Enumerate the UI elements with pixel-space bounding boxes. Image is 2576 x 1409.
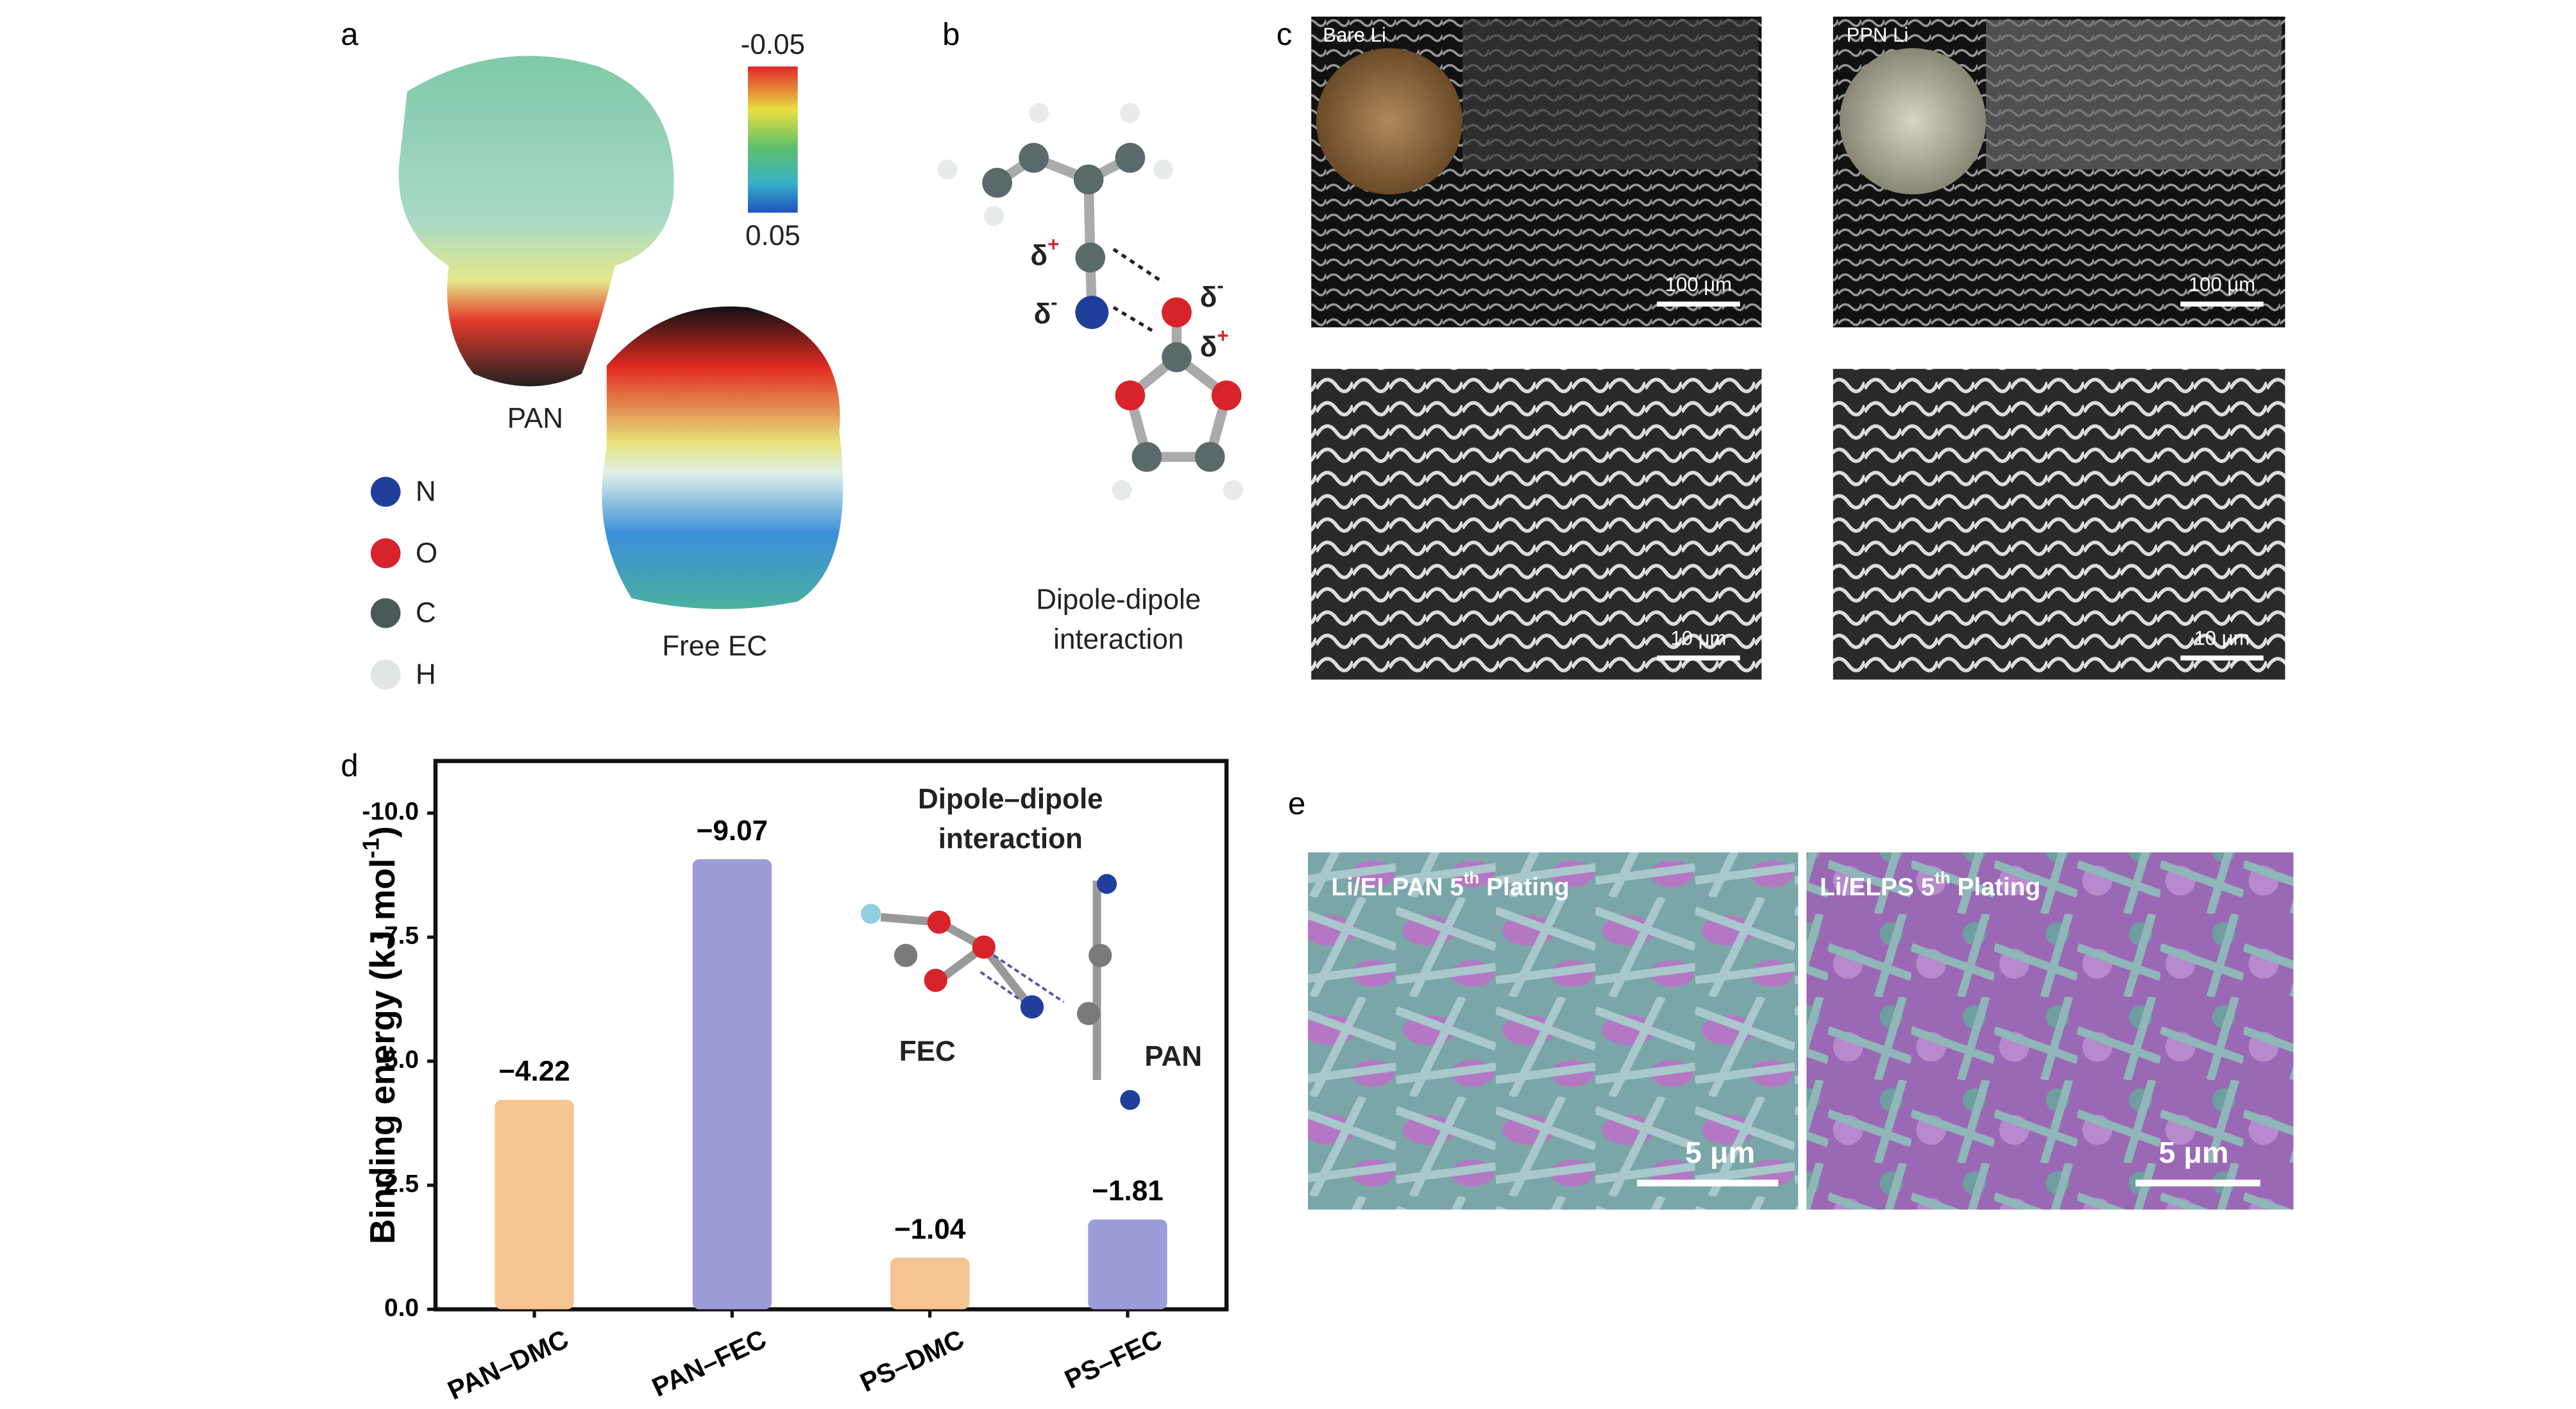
sem-region bbox=[1462, 20, 1759, 170]
image-label-text: Li/ELPS 5 bbox=[1820, 873, 1935, 901]
charge: δ- bbox=[1034, 291, 1058, 330]
charge-symbol: δ bbox=[1200, 332, 1217, 363]
panel-letter: d bbox=[341, 748, 358, 783]
x-tick-label: PS–DMC bbox=[856, 1324, 969, 1398]
scale-label: 5 μm bbox=[2159, 1136, 2229, 1169]
photo-inset bbox=[1316, 48, 1463, 195]
image-label-sup: th bbox=[1464, 869, 1479, 887]
inset-molecule bbox=[861, 873, 1140, 1110]
colorbar bbox=[747, 66, 798, 213]
sem-region bbox=[1986, 20, 2282, 170]
sem-image bbox=[1308, 852, 1799, 1210]
y-tick-label: 0.0 bbox=[384, 1294, 419, 1322]
photo-inset bbox=[1840, 48, 1987, 195]
legend-atom bbox=[370, 659, 401, 690]
molecule-label: PAN bbox=[507, 403, 563, 434]
y-axis-title: Binding energy (kJ mol-1) bbox=[357, 826, 403, 1244]
y-axis-title-text: Binding energy (kJ mol bbox=[364, 859, 403, 1244]
molecule bbox=[994, 153, 1232, 462]
y-tick-label: -2.5 bbox=[376, 1170, 419, 1197]
scale-label: 100 μm bbox=[2189, 273, 2255, 296]
caption: Dipole-dipole bbox=[1036, 584, 1201, 616]
y-tick-label: -5.0 bbox=[376, 1046, 419, 1074]
legend-label: N bbox=[416, 476, 436, 507]
panel-letter: c bbox=[1276, 17, 1292, 52]
y-axis-title-text: ) bbox=[364, 826, 403, 838]
image-label: PPN Li bbox=[1847, 24, 1909, 46]
bar bbox=[1088, 1219, 1167, 1310]
value-label: −4.22 bbox=[498, 1056, 570, 1087]
value-label: −1.04 bbox=[894, 1213, 966, 1245]
image-label: Bare Li bbox=[1323, 24, 1385, 46]
x-tick-label: PS–FEC bbox=[1060, 1324, 1166, 1395]
charge-sign: + bbox=[1217, 325, 1228, 347]
bar bbox=[495, 1100, 574, 1310]
image-label: Li/ELPS 5th Plating bbox=[1820, 869, 2040, 901]
panel-letter: a bbox=[341, 17, 359, 52]
y-tick-label: -10.0 bbox=[362, 798, 419, 825]
charge-symbol: δ bbox=[1200, 282, 1217, 313]
legend-atom bbox=[370, 598, 401, 629]
inset-label: PAN bbox=[1144, 1041, 1202, 1072]
molecule-label: Free EC bbox=[662, 630, 767, 662]
y-tick-label: -7.5 bbox=[376, 922, 419, 950]
inset-label: FEC bbox=[899, 1036, 956, 1067]
caption: interaction bbox=[1053, 624, 1183, 655]
sem-image bbox=[1833, 369, 2285, 680]
legend-atom bbox=[370, 538, 401, 569]
charge: δ+ bbox=[1200, 325, 1229, 363]
charge: δ- bbox=[1200, 274, 1224, 313]
plot-frame bbox=[433, 759, 1229, 1312]
charge-symbol: δ bbox=[1030, 240, 1047, 271]
atoms bbox=[937, 103, 1244, 500]
value-label: −9.07 bbox=[697, 815, 768, 847]
image-label: Li/ELPAN 5th Plating bbox=[1331, 869, 1569, 901]
inset-title: Dipole–dipole bbox=[918, 783, 1103, 814]
bar bbox=[692, 859, 772, 1310]
image-label-text: Plating bbox=[1951, 873, 2040, 901]
panel-letter: e bbox=[1288, 786, 1305, 822]
colorbar-label: -0.05 bbox=[741, 29, 805, 60]
esp-surface bbox=[602, 306, 843, 609]
scale-bar bbox=[1657, 301, 2264, 661]
scale-label: 100 μm bbox=[1665, 273, 1732, 296]
x-tick-label: PAN–DMC bbox=[443, 1324, 573, 1406]
value-label: −1.81 bbox=[1092, 1176, 1163, 1207]
y-axis-title-sup: -1 bbox=[357, 838, 384, 858]
scale-label: 10 μm bbox=[1670, 627, 1726, 650]
image-label-text: Li/ELPAN 5 bbox=[1331, 873, 1464, 901]
image-label-text: Plating bbox=[1479, 873, 1569, 901]
legend-label: C bbox=[416, 597, 436, 629]
panel-letter: b bbox=[942, 17, 960, 52]
scale-label: 5 μm bbox=[1685, 1136, 1755, 1169]
legend-label: H bbox=[416, 659, 436, 690]
charge-symbol: δ bbox=[1034, 298, 1051, 330]
legend-label: O bbox=[416, 537, 437, 569]
charge-sign: - bbox=[1051, 291, 1057, 314]
charge: δ+ bbox=[1030, 233, 1059, 272]
dipole-link bbox=[1112, 248, 1165, 334]
esp-surface bbox=[398, 56, 674, 387]
sem-image bbox=[1806, 852, 2294, 1210]
colorbar-label: 0.05 bbox=[745, 220, 801, 251]
charge-sign: - bbox=[1217, 274, 1223, 297]
legend-atom bbox=[370, 477, 401, 507]
bar bbox=[890, 1258, 970, 1310]
sem-image bbox=[1311, 369, 1762, 680]
inset-title: interaction bbox=[938, 823, 1083, 855]
scale-label: 10 μm bbox=[2194, 627, 2250, 650]
image-label-sup: th bbox=[1935, 869, 1950, 887]
x-tick-label: PAN–FEC bbox=[647, 1324, 770, 1403]
charge-sign: + bbox=[1047, 233, 1059, 256]
